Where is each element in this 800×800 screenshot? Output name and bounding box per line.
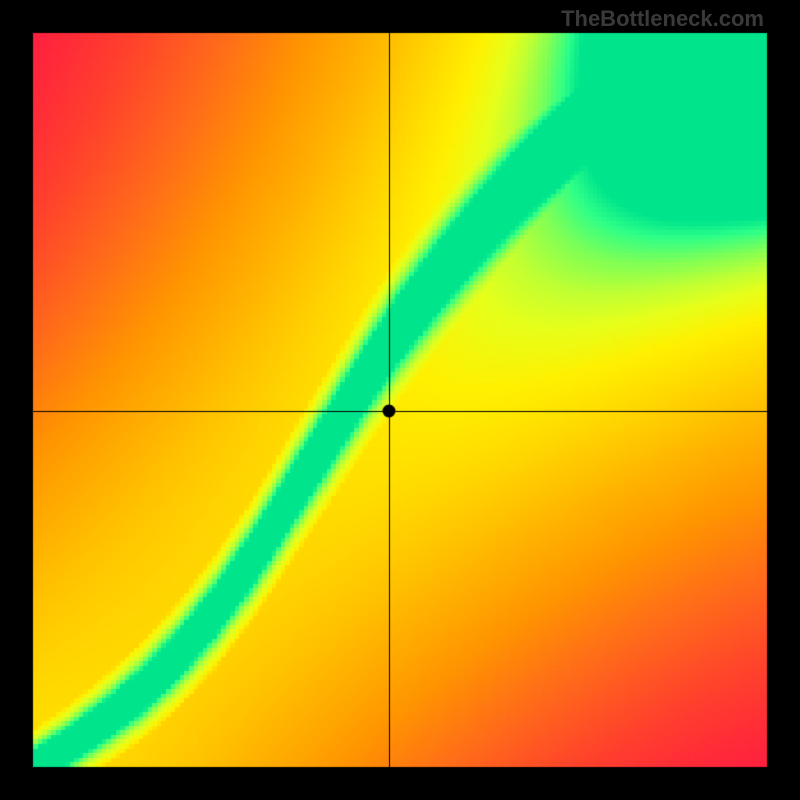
bottleneck-heatmap — [0, 0, 800, 800]
chart-container: TheBottleneck.com — [0, 0, 800, 800]
watermark-text: TheBottleneck.com — [561, 6, 764, 32]
